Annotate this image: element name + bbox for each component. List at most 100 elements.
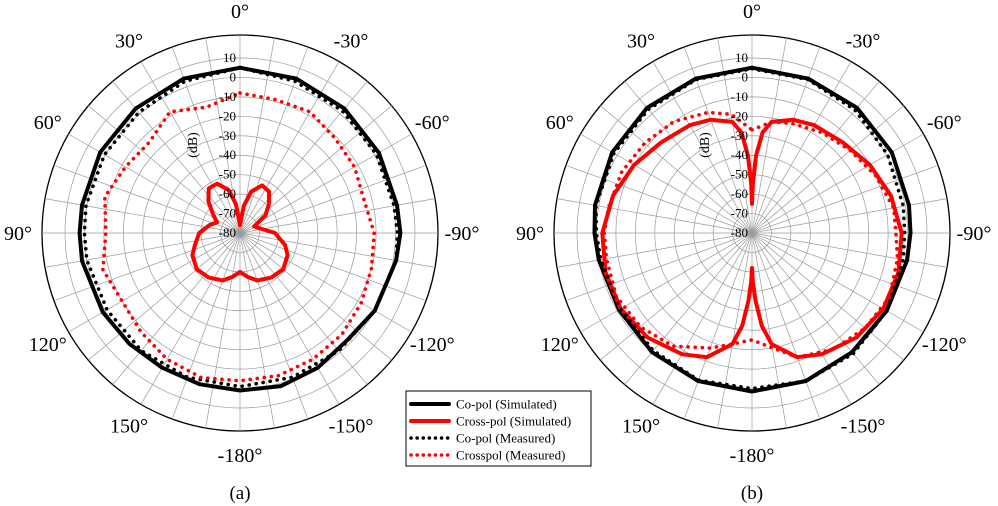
angular-grid-spoke <box>140 232 241 405</box>
angle-tick-label: 30° <box>115 31 143 53</box>
angle-tick-label: -90° <box>957 223 992 245</box>
angular-grid-spoke <box>565 164 753 234</box>
angular-grid-spoke <box>239 232 340 405</box>
radial-tick-label: -60 <box>219 186 236 201</box>
radial-tick-label: -70 <box>731 206 748 221</box>
radial-tick-label: -40 <box>731 147 748 162</box>
radial-tick-label: -50 <box>731 167 748 182</box>
angle-tick-label: 120° <box>541 334 579 356</box>
series-line <box>101 91 376 383</box>
angular-grid-spoke <box>751 232 939 302</box>
angular-grid-spoke <box>44 232 241 268</box>
radial-tick-label: 10 <box>223 50 236 65</box>
polar-plot-b: 0° -30° -60° -90° -120° -150° -180° 150° 120° 90°… <box>516 1 991 504</box>
angular-grid-spoke <box>205 232 241 429</box>
radial-tick-label: -30 <box>731 128 748 143</box>
radial-tick-label: -30 <box>219 128 236 143</box>
angle-tick-label: -30° <box>846 31 881 53</box>
angular-grid-spoke <box>600 105 753 234</box>
angular-grid-spoke <box>239 232 368 385</box>
angular-grid-spoke <box>239 232 309 420</box>
radial-tick-label: 0 <box>230 69 237 84</box>
angular-grid-spoke <box>652 61 753 234</box>
angle-tick-label: -30° <box>334 31 369 53</box>
angular-grid-spoke <box>88 232 241 361</box>
angular-grid-spoke <box>751 232 924 333</box>
radial-tick-label: -10 <box>731 89 748 104</box>
angular-grid-spoke <box>652 232 753 405</box>
angle-tick-label: 60° <box>546 112 574 134</box>
series-line <box>77 65 403 393</box>
legend-entry: Cross-pol (Simulated) <box>456 414 571 429</box>
radial-tick-label: -60 <box>731 186 748 201</box>
radial-tick-label: -50 <box>219 167 236 182</box>
radial-tick-label: 10 <box>735 50 748 65</box>
angular-grid-spoke <box>683 232 753 420</box>
angle-tick-label: -180° <box>730 445 775 467</box>
radial-tick-label: -20 <box>731 108 748 123</box>
angular-grid-spoke <box>624 232 753 385</box>
angular-grid-spoke <box>239 232 436 268</box>
angular-grid-spoke <box>112 232 241 385</box>
angular-grid-spoke <box>751 232 821 420</box>
angle-tick-label: 0° <box>231 1 249 23</box>
angular-grid-spoke <box>751 105 904 234</box>
angular-grid-spoke <box>239 81 368 234</box>
angle-tick-label: -60° <box>415 112 450 134</box>
angular-grid-spoke <box>556 232 753 268</box>
angle-tick-label: -60° <box>927 112 962 134</box>
angular-grid-spoke <box>239 232 412 333</box>
angular-grid-spoke <box>53 164 241 234</box>
radial-unit-label: (dB) <box>698 132 713 158</box>
angular-grid-spoke <box>751 232 948 268</box>
angle-tick-label: -120° <box>922 334 967 356</box>
angular-grid-spoke <box>751 133 924 234</box>
series-line <box>592 65 913 394</box>
angle-tick-label: 120° <box>29 334 67 356</box>
angle-tick-label: 90° <box>4 223 32 245</box>
polar-plot-a: 0° -30° -60° -90° -120° -150° -180° 150° 120° 90°… <box>4 1 479 504</box>
legend: Co-pol (Simulated) Cross-pol (Simulated) C… <box>405 390 592 467</box>
angular-grid-spoke <box>751 232 852 405</box>
angle-tick-label: -90° <box>445 223 480 245</box>
angular-grid-spoke <box>239 232 275 429</box>
angular-grid-spoke <box>565 232 753 302</box>
angular-grid-spoke <box>140 61 241 234</box>
angular-grid-spoke <box>239 232 427 302</box>
radial-tick-label: -70 <box>219 206 236 221</box>
angular-grid-spoke <box>171 232 241 420</box>
legend-entry: Co-pol (Simulated) <box>456 397 557 412</box>
angle-tick-label: 150° <box>110 415 148 437</box>
angular-grid-spoke <box>580 232 753 333</box>
angular-grid-spoke <box>751 232 904 361</box>
angular-grid-spoke <box>751 37 787 234</box>
series-line <box>602 110 900 359</box>
radial-tick-label: -20 <box>219 108 236 123</box>
angular-grid-spoke <box>556 198 753 234</box>
subplot-caption: (b) <box>741 483 763 504</box>
angle-tick-label: 0° <box>743 1 761 23</box>
angular-grid-spoke <box>751 232 880 385</box>
angle-tick-label: 90° <box>516 223 544 245</box>
series-line <box>82 65 400 389</box>
angle-tick-label: -120° <box>410 334 455 356</box>
angular-grid-spoke <box>68 232 241 333</box>
angular-grid-spoke <box>239 164 427 234</box>
angle-tick-label: -150° <box>329 415 374 437</box>
legend-entry: Co-pol (Measured) <box>456 431 555 446</box>
radial-tick-label: -10 <box>219 89 236 104</box>
angle-tick-label: -180° <box>218 445 263 467</box>
angular-grid-spoke <box>717 37 753 234</box>
angle-tick-label: 150° <box>622 415 660 437</box>
radial-tick-label: -40 <box>219 147 236 162</box>
subplot-caption: (a) <box>229 483 250 504</box>
angular-grid-spoke <box>112 81 241 234</box>
angular-grid-spoke <box>751 164 939 234</box>
angular-grid-spoke <box>53 232 241 302</box>
radial-tick-label: -80 <box>731 225 748 240</box>
angular-grid-spoke <box>239 232 392 361</box>
series-line <box>190 181 290 283</box>
radial-unit-label: (dB) <box>186 132 201 158</box>
legend-entry: Crosspol (Measured) <box>456 448 565 463</box>
